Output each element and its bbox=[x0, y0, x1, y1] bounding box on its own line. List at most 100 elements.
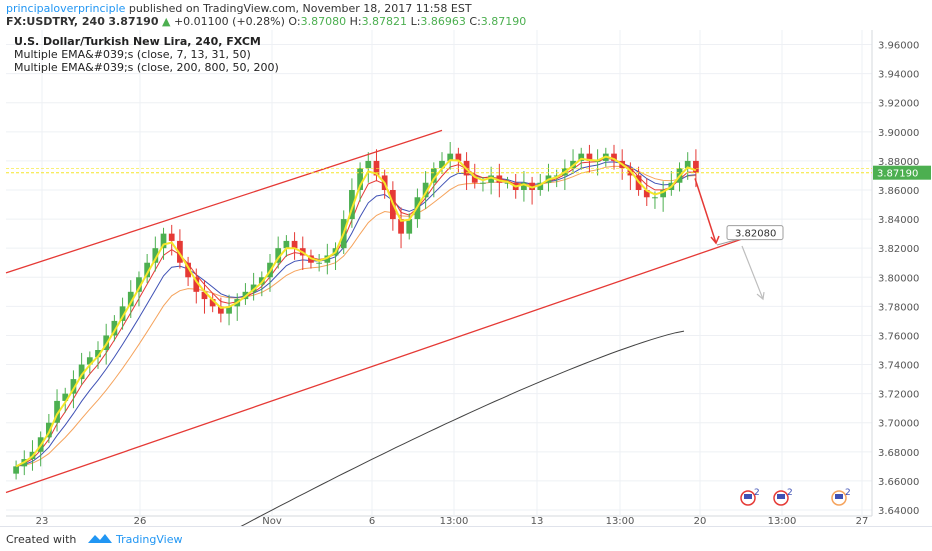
candle-body bbox=[217, 306, 224, 314]
publisher-name[interactable]: principaloverprinciple bbox=[6, 2, 126, 15]
symbol: FX:USDTRY, 240 bbox=[6, 15, 105, 28]
projection-arrow-head bbox=[756, 292, 765, 301]
candle-body bbox=[529, 182, 535, 190]
last-price: 3.87190 bbox=[108, 15, 159, 28]
candle-body bbox=[78, 364, 85, 380]
candle-body bbox=[250, 284, 257, 292]
candle-body bbox=[439, 160, 445, 169]
candle-body bbox=[193, 277, 200, 292]
candle-body bbox=[611, 153, 617, 161]
candle-body bbox=[45, 422, 52, 438]
quote-line: FX:USDTRY, 240 3.87190 ▲ +0.01100 (+0.28… bbox=[6, 15, 526, 28]
y-tick-label: 3.70000 bbox=[878, 419, 919, 430]
current-price-badge bbox=[873, 165, 931, 180]
low-value: 3.86963 bbox=[420, 15, 466, 28]
projection-arrow-line bbox=[741, 245, 764, 300]
target-label: 3.82080 bbox=[735, 229, 776, 240]
high-label: H: bbox=[349, 15, 362, 28]
target-label-connector bbox=[716, 239, 738, 246]
x-tick-label: 13:00 bbox=[768, 516, 797, 526]
candle-body bbox=[496, 175, 503, 183]
tradingview-logo-icon bbox=[88, 534, 112, 543]
candle-body bbox=[13, 466, 19, 474]
economic-event-flag-stripe bbox=[835, 494, 843, 499]
candle-body bbox=[226, 306, 232, 314]
y-tick-label: 3.80000 bbox=[878, 273, 919, 284]
legend-ema-2[interactable]: Multiple EMA&#039;s (close, 200, 800, 50… bbox=[14, 61, 279, 74]
published-text: published on TradingView.com, November 1… bbox=[128, 2, 472, 15]
created-with-text: Created with bbox=[6, 533, 77, 546]
ema-200-line bbox=[240, 330, 685, 526]
y-tick-label: 3.94000 bbox=[878, 70, 919, 81]
y-tick-label: 3.86000 bbox=[878, 186, 919, 197]
candle-body bbox=[660, 190, 667, 198]
economic-event-flag-stripe bbox=[777, 494, 785, 499]
candle-body bbox=[422, 182, 429, 198]
y-tick-label: 3.68000 bbox=[878, 448, 919, 459]
y-tick-label: 3.72000 bbox=[878, 390, 919, 401]
candle-body bbox=[684, 160, 691, 169]
change-value: +0.01100 (+0.28%) bbox=[173, 15, 285, 28]
candle-body bbox=[586, 153, 593, 161]
y-tick-label: 3.84000 bbox=[878, 215, 919, 226]
candle-body bbox=[111, 320, 118, 336]
tradingview-brand[interactable]: TradingView bbox=[116, 533, 183, 546]
economic-event-count: 2 bbox=[845, 488, 851, 498]
y-tick-label: 3.66000 bbox=[878, 477, 919, 488]
candle-body bbox=[349, 190, 355, 220]
candle-body bbox=[553, 175, 560, 177]
economic-event-count: 2 bbox=[787, 488, 793, 498]
y-tick-label: 3.92000 bbox=[878, 99, 919, 110]
candle-body bbox=[504, 182, 511, 184]
open-label: O: bbox=[288, 15, 301, 28]
y-tick-label: 3.74000 bbox=[878, 361, 919, 372]
y-tick-label: 3.90000 bbox=[878, 128, 919, 139]
candle-body bbox=[185, 262, 191, 278]
candle-body bbox=[275, 248, 282, 263]
candle-body bbox=[70, 379, 77, 394]
up-arrow-icon: ▲ bbox=[161, 15, 171, 28]
ema-31-line bbox=[15, 161, 696, 467]
close-value: 3.87190 bbox=[480, 15, 527, 28]
x-tick-label: 20 bbox=[694, 516, 707, 526]
candle-body bbox=[127, 291, 134, 307]
price-chart[interactable]: 3.96000 3.94000 3.92000 3.90000 3.88000 3.860… bbox=[0, 0, 932, 526]
candle-body bbox=[643, 190, 650, 198]
x-tick-label: 6 bbox=[369, 516, 375, 526]
candle-body bbox=[521, 182, 527, 190]
candle-body bbox=[471, 175, 478, 183]
candle-body bbox=[324, 255, 331, 263]
x-tick-label: 13 bbox=[531, 516, 544, 526]
x-tick-label: 26 bbox=[134, 516, 147, 526]
candle-body bbox=[406, 219, 413, 234]
candle-body bbox=[480, 182, 486, 184]
candle-body bbox=[168, 233, 175, 241]
candle-body bbox=[160, 233, 167, 249]
current-price-badge-label: 3.87190 bbox=[877, 169, 918, 180]
candle-body bbox=[54, 400, 60, 423]
ema-50-line bbox=[16, 165, 696, 467]
candle-body bbox=[398, 219, 404, 234]
economic-event-flag-stripe bbox=[744, 494, 752, 499]
candle-body bbox=[209, 299, 216, 307]
y-tick-label: 3.78000 bbox=[878, 302, 919, 313]
publisher-line: principaloverprinciple published on Trad… bbox=[6, 2, 472, 15]
high-value: 3.87821 bbox=[361, 15, 408, 28]
candle-body bbox=[86, 357, 93, 365]
y-tick-label: 3.82000 bbox=[878, 244, 919, 255]
ema-13-line bbox=[15, 157, 696, 467]
chart-header: principaloverprinciple published on Trad… bbox=[0, 0, 932, 28]
candle-body bbox=[119, 306, 126, 321]
x-tick-label: Nov bbox=[262, 516, 282, 526]
y-tick-label: 3.76000 bbox=[878, 331, 919, 342]
ema-7-line bbox=[15, 155, 697, 468]
y-tick-label: 3.88000 bbox=[878, 157, 919, 168]
candle-body bbox=[488, 175, 495, 183]
candle-body bbox=[537, 182, 544, 190]
legend-ema-1[interactable]: Multiple EMA&#039;s (close, 7, 13, 31, 5… bbox=[14, 48, 251, 61]
candle-body bbox=[455, 153, 462, 161]
target-label-box bbox=[726, 225, 784, 241]
candle-body bbox=[283, 240, 290, 249]
candle-body bbox=[177, 240, 183, 263]
candle-body bbox=[652, 197, 658, 199]
